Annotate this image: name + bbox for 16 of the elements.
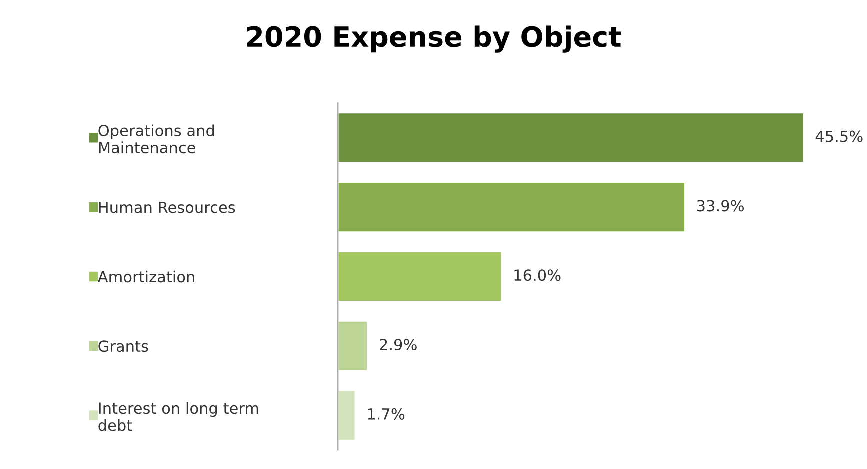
data-label: 16.0% — [514, 270, 561, 282]
y-tick-label: Grants — [98, 340, 148, 352]
y-tick-label: Operations and Maintenance — [98, 124, 214, 154]
data-label: 2.9% — [380, 339, 417, 351]
bar — [338, 390, 356, 442]
data-label: 1.7% — [368, 408, 405, 420]
bar — [338, 112, 805, 164]
y-tick-label: Amortization — [98, 270, 194, 283]
data-label: 45.5% — [816, 130, 863, 142]
y-tick-label: Human Resources — [99, 202, 236, 214]
bar — [338, 320, 369, 372]
bar — [338, 251, 503, 302]
data-label: 33.9% — [697, 200, 744, 212]
bar — [338, 182, 686, 233]
chart-title: 2020 Expense by Object — [247, 26, 622, 53]
y-tick-label: Interest on long term debt — [98, 402, 258, 432]
